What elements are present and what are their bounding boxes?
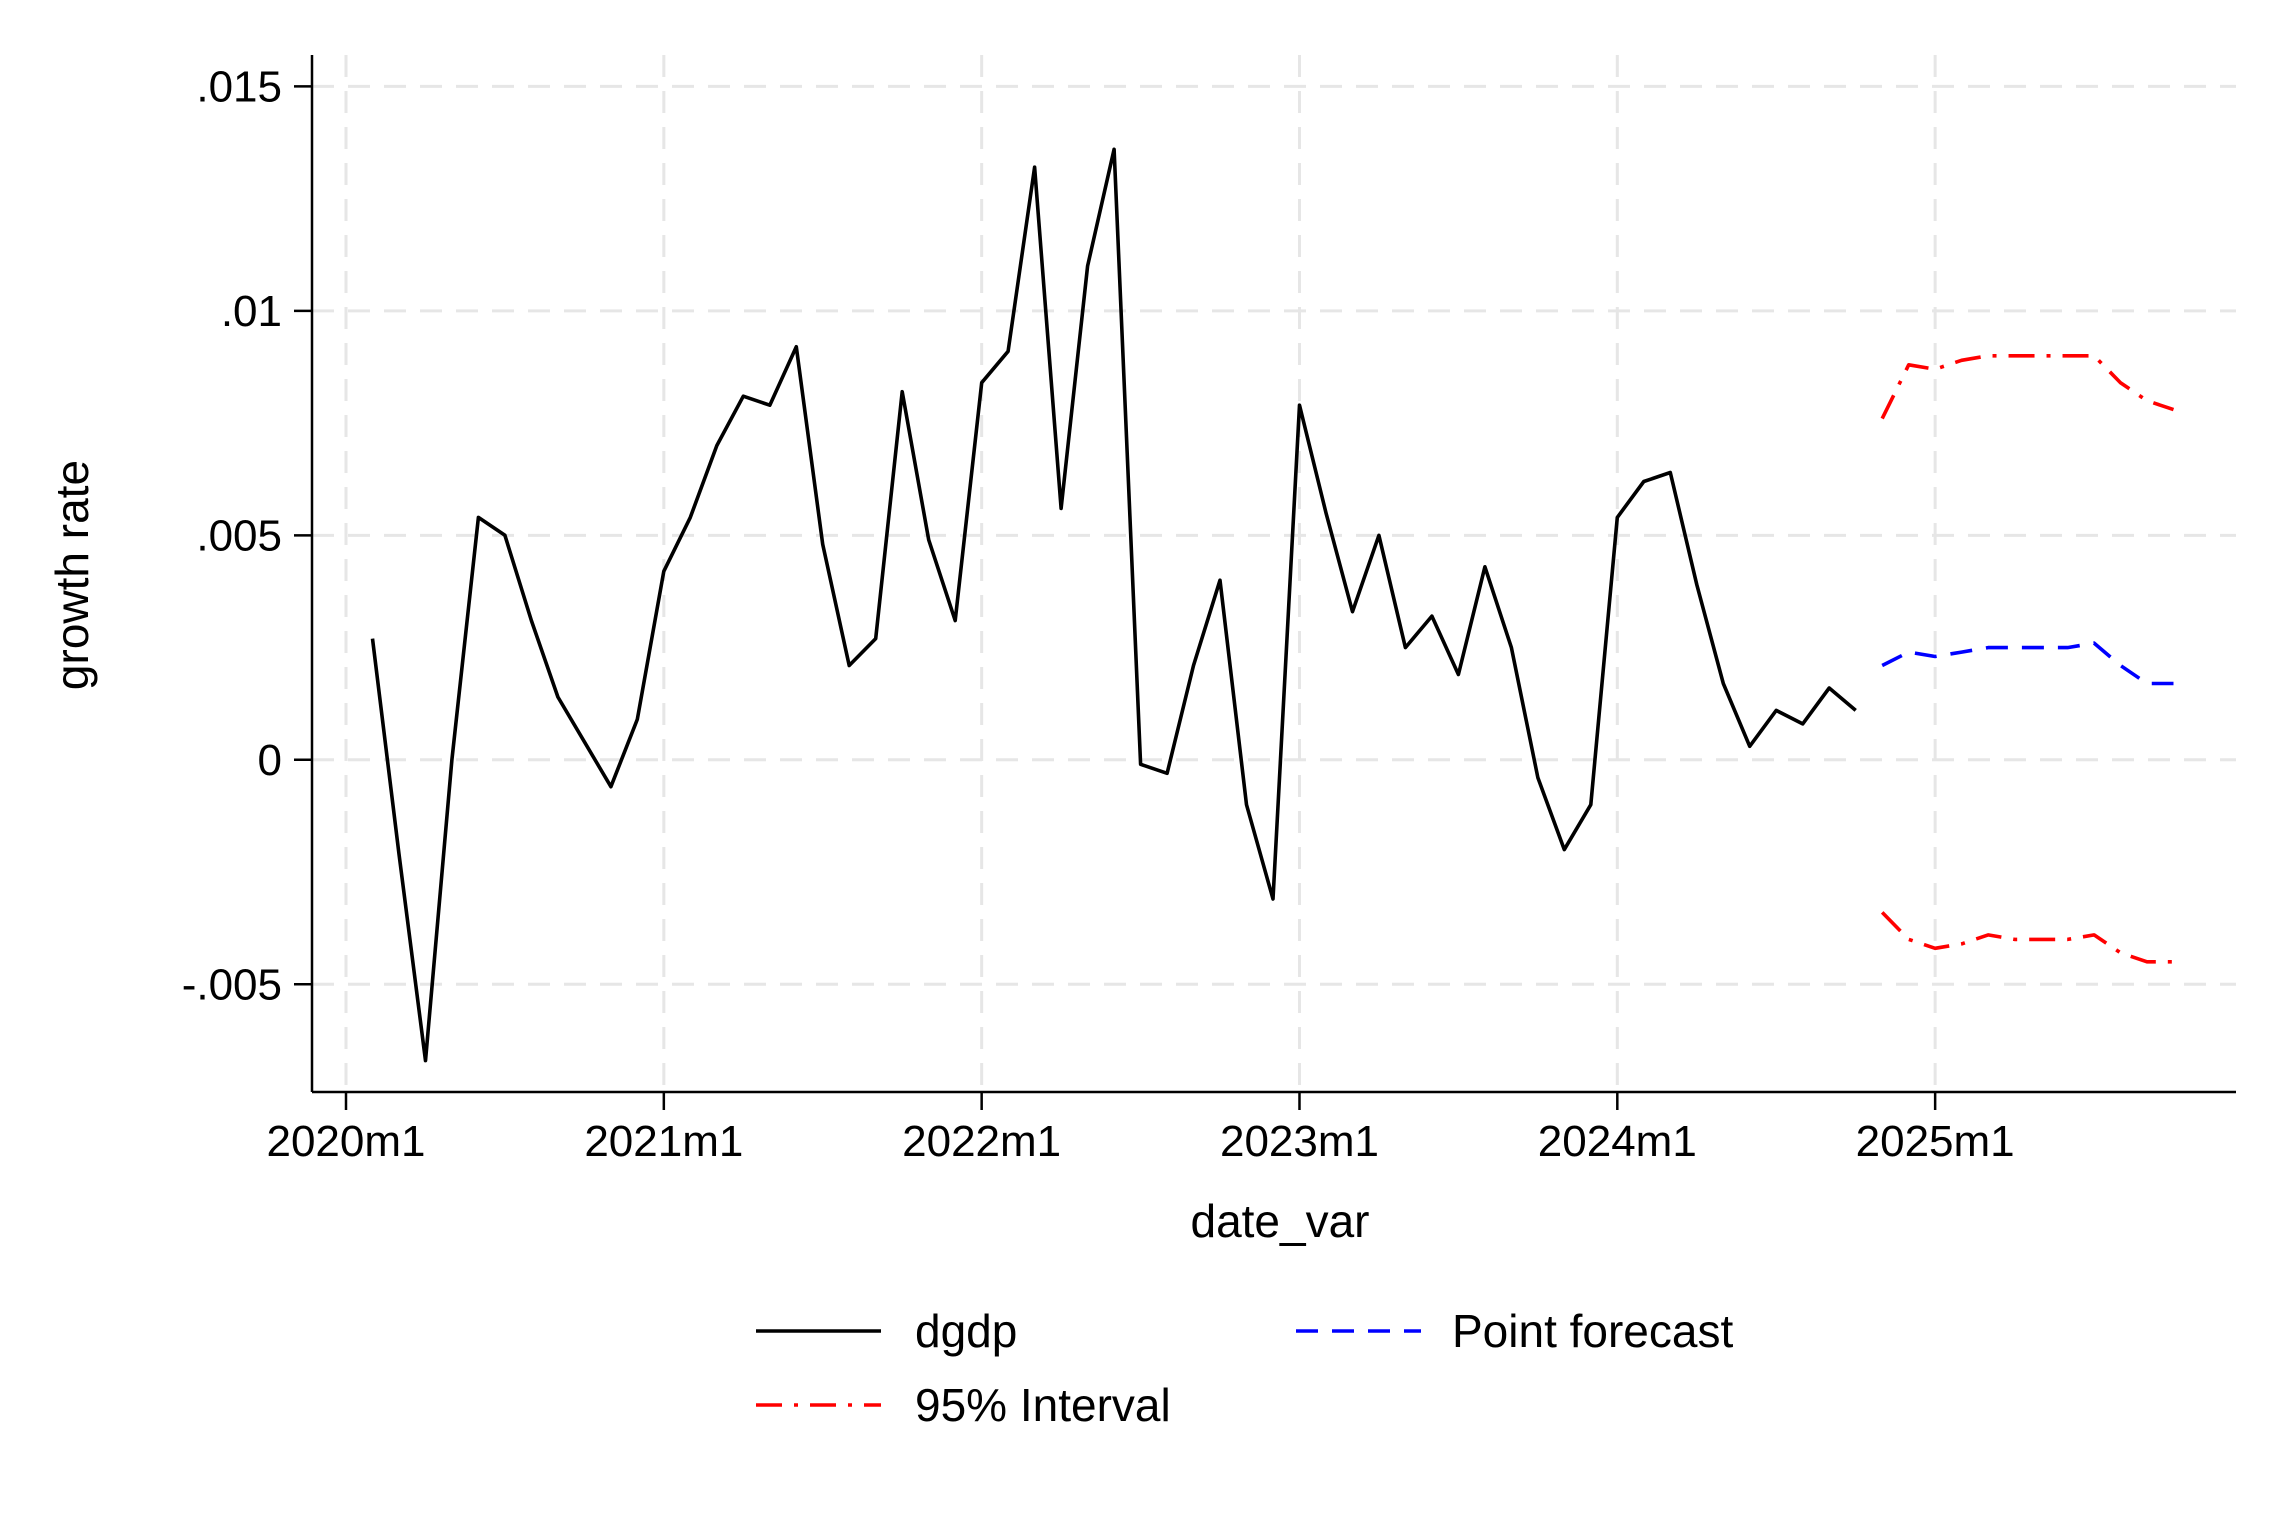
legend-label: dgdp	[915, 1305, 1017, 1357]
legend: dgdp Point forecast 95% Interval	[756, 1305, 1733, 1431]
series-layer	[370, 147, 2175, 1063]
legend-label: 95% Interval	[915, 1379, 1171, 1431]
axes	[294, 55, 2236, 1110]
y-tick-label: 0	[258, 736, 282, 785]
y-tick-label: .005	[196, 511, 282, 560]
x-axis-title: date_var	[1190, 1195, 1369, 1247]
tick-labels: -.005 0 .005 .01 .015 2020m1 2021m1 2022m1 2023m…	[182, 62, 2015, 1166]
y-tick-label: .015	[196, 62, 282, 111]
grid-lines	[312, 55, 2236, 1092]
y-axis-title: growth rate	[46, 460, 98, 690]
series-line-0	[370, 147, 1857, 1063]
x-tick-label: 2022m1	[902, 1117, 1061, 1166]
legend-item-1: Point forecast	[1296, 1305, 1733, 1357]
x-tick-label: 2024m1	[1538, 1117, 1697, 1166]
series-line-1	[1881, 641, 2174, 686]
x-tick-label: 2023m1	[1220, 1117, 1379, 1166]
x-tick-label: 2020m1	[266, 1117, 425, 1166]
y-tick-label: .01	[221, 287, 282, 336]
y-tick-label: -.005	[182, 960, 282, 1009]
series-line-2	[1880, 353, 2175, 420]
x-tick-label: 2021m1	[584, 1117, 743, 1166]
legend-item-0: dgdp	[756, 1305, 1017, 1357]
legend-item-2: 95% Interval	[756, 1379, 1171, 1431]
x-tick-label: 2025m1	[1856, 1117, 2015, 1166]
legend-label: Point forecast	[1452, 1305, 1733, 1357]
series-line-3	[1880, 911, 2174, 964]
